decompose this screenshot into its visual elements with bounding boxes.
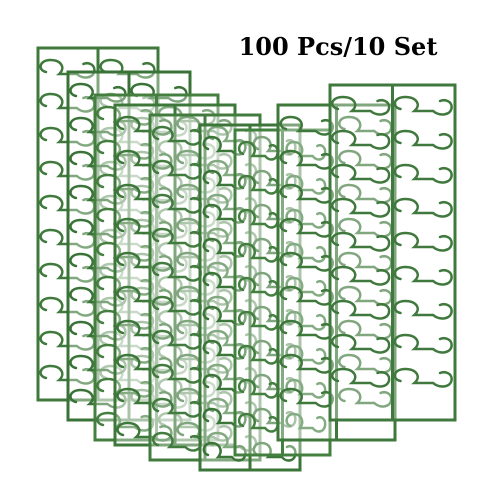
s-hook <box>96 377 155 398</box>
s-hook <box>331 333 391 354</box>
s-hook <box>69 286 127 307</box>
s-hook <box>331 163 391 184</box>
s-hook <box>96 173 155 194</box>
s-hook <box>338 387 393 408</box>
s-hook <box>285 174 327 195</box>
s-hook <box>116 387 173 408</box>
s-hook <box>393 265 453 286</box>
s-hook <box>393 333 453 354</box>
s-hook <box>157 173 216 194</box>
s-hook <box>130 82 188 103</box>
s-hook <box>206 125 258 146</box>
s-hook <box>338 183 393 204</box>
s-hook <box>338 251 393 272</box>
s-hook <box>393 231 453 252</box>
s-hook <box>331 197 391 218</box>
s-hook <box>69 184 127 205</box>
s-hook <box>393 299 453 320</box>
s-hook <box>285 344 327 365</box>
s-hook <box>393 163 453 184</box>
s-hook <box>338 115 393 136</box>
s-hook <box>96 105 155 126</box>
s-hook <box>331 129 391 150</box>
s-hook <box>338 285 393 306</box>
s-hook <box>116 421 173 442</box>
s-hook <box>116 115 173 136</box>
hook-frames <box>36 46 457 472</box>
s-hook <box>69 82 127 103</box>
s-hook <box>331 231 391 252</box>
s-hook <box>393 129 453 150</box>
s-hook <box>206 295 258 316</box>
s-hook <box>331 95 391 116</box>
s-hook <box>69 388 127 409</box>
s-hook <box>338 217 393 238</box>
s-hook <box>69 320 127 341</box>
s-hook <box>69 116 127 137</box>
s-hook <box>157 241 216 262</box>
s-hook <box>206 193 258 214</box>
s-hook <box>285 208 327 229</box>
s-hook <box>157 411 216 432</box>
s-hook <box>338 319 393 340</box>
s-hook <box>393 197 453 218</box>
s-hook <box>96 207 155 228</box>
s-hook <box>285 412 327 433</box>
s-hook <box>206 363 258 384</box>
s-hook <box>116 183 173 204</box>
s-hook <box>331 367 391 388</box>
hook-frame <box>328 83 457 422</box>
s-hook <box>116 353 173 374</box>
s-hook <box>202 441 247 462</box>
s-hook <box>206 261 258 282</box>
s-hook <box>285 242 327 263</box>
s-hook <box>96 309 155 330</box>
hook-frame <box>276 103 397 442</box>
s-hook <box>96 343 155 364</box>
s-hook <box>252 441 297 462</box>
s-hook <box>96 241 155 262</box>
s-hook <box>96 139 155 160</box>
s-hook <box>285 140 327 161</box>
s-hook <box>285 310 327 331</box>
s-hook <box>206 159 258 180</box>
s-hook <box>116 319 173 340</box>
s-hook <box>157 377 216 398</box>
s-hook <box>157 343 216 364</box>
s-hook <box>285 276 327 297</box>
hook-frame <box>148 113 262 462</box>
s-hook <box>393 95 453 116</box>
s-hook <box>69 354 127 375</box>
s-hook <box>206 397 258 418</box>
s-hook <box>393 367 453 388</box>
s-hook <box>116 217 173 238</box>
s-hook <box>116 149 173 170</box>
s-hook <box>331 265 391 286</box>
s-hook <box>157 309 216 330</box>
s-hook <box>206 431 258 452</box>
s-hook <box>116 251 173 272</box>
s-hook <box>69 150 127 171</box>
s-hook <box>96 275 155 296</box>
s-hook <box>338 353 393 374</box>
s-hook <box>206 329 258 350</box>
caption: 100 Pcs/10 Set <box>239 32 438 61</box>
s-hook <box>157 139 216 160</box>
s-hook <box>338 149 393 170</box>
s-hook <box>157 207 216 228</box>
s-hook <box>206 227 258 248</box>
s-hook <box>96 411 155 432</box>
s-hook <box>285 378 327 399</box>
s-hook <box>331 299 391 320</box>
s-hook <box>116 285 173 306</box>
s-hook <box>157 105 216 126</box>
s-hook <box>69 218 127 239</box>
s-hook <box>69 252 127 273</box>
s-hook <box>157 275 216 296</box>
